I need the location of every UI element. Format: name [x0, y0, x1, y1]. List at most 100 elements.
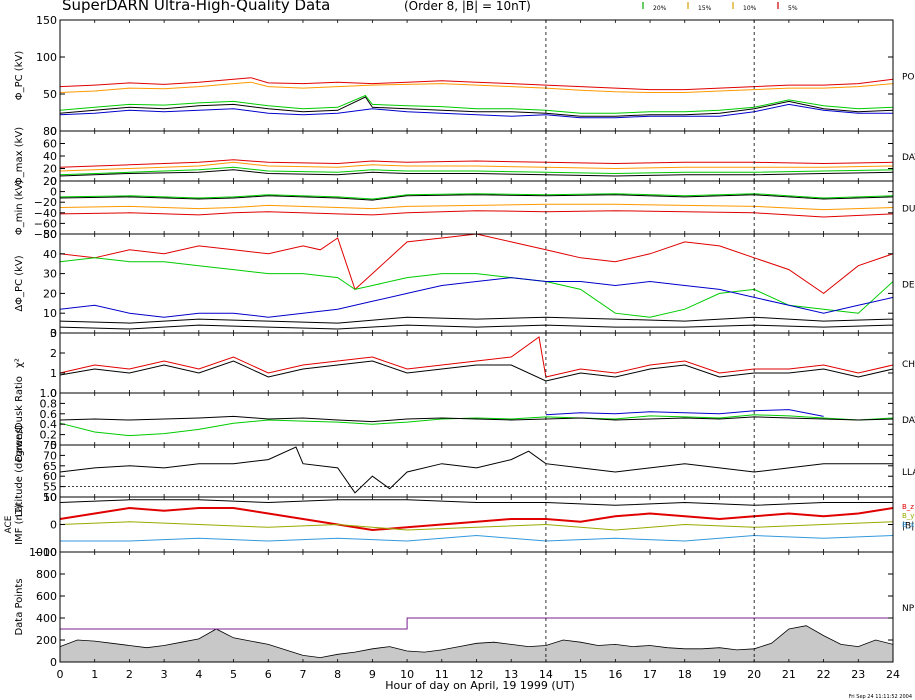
x-tick-label: 3	[161, 668, 168, 681]
panel-frame	[59, 496, 894, 553]
series-line-blue	[59, 277, 894, 318]
panel-frame	[59, 444, 894, 498]
series-line-5	[59, 233, 894, 295]
x-tick-label: 15	[574, 668, 588, 681]
legend-label: 20%	[653, 5, 667, 12]
y-tick-label: 0	[50, 519, 57, 532]
series-line-20	[59, 257, 894, 318]
x-tick-label: 20	[747, 668, 761, 681]
y-tick-label: 60	[43, 470, 57, 483]
y-tick-label: 50	[43, 88, 57, 101]
y-tick-label: 0	[50, 186, 57, 199]
right-legend-label: B_x	[902, 521, 914, 529]
y-tick-label: 20	[43, 163, 57, 176]
y-tick-label: 75	[43, 439, 57, 452]
area-series	[59, 625, 894, 663]
y-tick-label: 65	[43, 460, 57, 473]
y-axis-label: IMF (nT)	[14, 504, 25, 545]
y-tick-label: 30	[43, 268, 57, 281]
x-tick-label: 2	[126, 668, 133, 681]
x-tick-label: 18	[678, 668, 692, 681]
y-tick-label: −20	[34, 196, 57, 209]
y-tick-label: 70	[43, 449, 57, 462]
right-label: DAY	[902, 416, 915, 426]
right-label: NP	[902, 604, 915, 614]
series-line-purple	[60, 617, 893, 630]
y-axis-label: Latitude (degrees)	[14, 425, 25, 517]
y-tick-label: 0	[50, 175, 57, 188]
x-tick-label: 24	[886, 668, 900, 681]
y-axis-label-2: ACE	[4, 515, 14, 533]
footer-stamp: Fri Sep 24 11:11:52 2004	[849, 694, 912, 700]
x-axis-label: Hour of day on April, 19 1999 (UT)	[385, 679, 575, 692]
y-tick-label: 400	[36, 612, 57, 625]
series-line-5	[59, 336, 894, 378]
right-legend-label: B_z	[902, 503, 914, 511]
x-tick-label: 14	[539, 668, 553, 681]
legend-label: 15%	[698, 5, 712, 12]
y-axis-label: ΔΦ_PC (kV)	[14, 255, 25, 311]
y-tick-label: 0.2	[40, 429, 58, 442]
series-line-Bx	[60, 534, 894, 542]
right-label: |B|	[902, 522, 914, 532]
x-tick-label: 4	[195, 668, 202, 681]
series-line-blue	[545, 409, 824, 417]
x-tick-label: 13	[504, 668, 518, 681]
series-line-10	[59, 203, 894, 211]
y-axis-label: Φ_min (kV)	[14, 180, 25, 235]
x-tick-label: 8	[334, 668, 341, 681]
right-label: CH	[902, 360, 915, 370]
y-tick-label: 1.0	[40, 387, 58, 400]
y-axis-label: Φ_PC (kV)	[14, 51, 25, 101]
x-tick-label: 10	[400, 668, 414, 681]
right-label: DE	[902, 281, 915, 291]
chart-title: SuperDARN Ultra-High-Quality Data	[62, 0, 330, 14]
series-line-black	[59, 324, 894, 330]
series-line-5	[59, 77, 894, 91]
y-tick-label: 800	[36, 568, 57, 581]
y-axis-label: χ²	[14, 358, 25, 368]
series-line-black	[59, 415, 894, 423]
series-line-blue	[59, 103, 893, 119]
right-label: PO	[902, 73, 915, 83]
series-line-20	[59, 166, 894, 176]
chart-subtitle: (Order 8, |B| = 10nT)	[404, 0, 531, 13]
y-tick-label: 80	[43, 125, 57, 138]
y-tick-label: 50	[43, 491, 57, 504]
panel-delta_phi: 0 10 20 30 40 50 ΔΦ_PC (kV) DE	[14, 228, 915, 340]
x-tick-label: 6	[265, 668, 272, 681]
series-line-black	[59, 316, 894, 324]
series-line-5	[59, 210, 894, 218]
y-tick-label: 0	[50, 327, 57, 340]
right-label: LLA	[902, 468, 915, 478]
legend-label: 10%	[743, 5, 757, 12]
series-line-black	[59, 194, 894, 201]
y-axis-label: Φ_max (kV)	[14, 127, 25, 185]
x-tick-label: 1	[91, 668, 98, 681]
x-tick-label: 22	[817, 668, 831, 681]
y-tick-label: 50	[43, 228, 57, 241]
y-tick-label: 0	[50, 387, 57, 400]
series-line-10	[59, 81, 894, 93]
series-line-black	[59, 96, 894, 117]
series-line-10	[59, 161, 894, 172]
y-tick-label: 20	[43, 287, 57, 300]
y-tick-label: 100	[36, 51, 57, 64]
x-tick-label: 11	[435, 668, 449, 681]
panel-data_points: 0 200 400 600 800 1000 Data Points NP	[14, 546, 915, 669]
x-tick-label: 7	[299, 668, 306, 681]
y-tick-label: 10	[43, 307, 57, 320]
y-tick-label: 0	[50, 125, 57, 138]
y-tick-label: 0.8	[40, 397, 58, 410]
right-legend-label: B_y	[902, 512, 914, 520]
y-tick-label: 1	[50, 367, 57, 380]
x-tick-label: 21	[782, 668, 796, 681]
y-tick-label: 1000	[29, 546, 57, 559]
y-tick-label: 150	[36, 14, 57, 27]
y-tick-label: 3	[50, 327, 57, 340]
y-tick-label: 2	[50, 347, 57, 360]
series-line-B	[59, 499, 893, 506]
legend: 20% 15% 10% 5%	[642, 2, 798, 12]
